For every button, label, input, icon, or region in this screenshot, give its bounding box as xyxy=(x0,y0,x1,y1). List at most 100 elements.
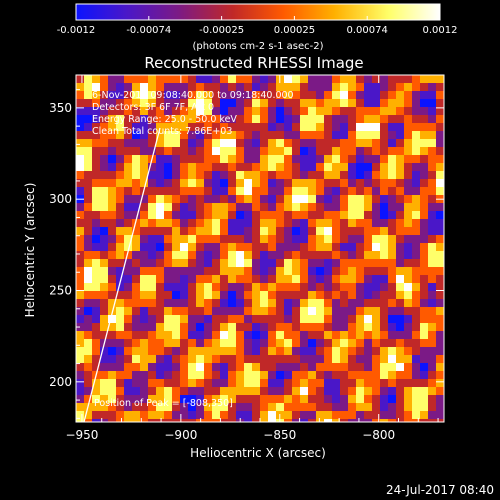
image-pixel xyxy=(180,123,189,132)
image-pixel xyxy=(196,251,205,260)
image-pixel xyxy=(132,123,141,132)
image-pixel xyxy=(84,267,93,276)
image-pixel xyxy=(276,155,285,164)
image-pixel xyxy=(268,91,277,100)
image-pixel xyxy=(236,371,245,380)
image-pixel xyxy=(340,363,349,372)
image-pixel xyxy=(364,83,373,92)
image-pixel xyxy=(388,123,397,132)
image-pixel xyxy=(308,395,317,404)
image-pixel xyxy=(380,219,389,228)
image-pixel xyxy=(428,379,437,388)
image-pixel xyxy=(156,115,165,124)
image-pixel xyxy=(420,403,429,412)
image-pixel xyxy=(332,339,341,348)
image-pixel xyxy=(188,323,197,332)
image-pixel xyxy=(244,395,253,404)
image-pixel xyxy=(236,171,245,180)
image-pixel xyxy=(76,251,85,260)
image-pixel xyxy=(316,147,325,156)
image-pixel xyxy=(132,299,141,308)
image-pixel xyxy=(100,355,109,364)
image-pixel xyxy=(284,251,293,260)
image-pixel xyxy=(252,331,261,340)
image-pixel xyxy=(92,379,101,388)
image-pixel xyxy=(124,131,133,140)
image-pixel xyxy=(148,403,157,412)
image-pixel xyxy=(420,299,429,308)
image-pixel xyxy=(348,251,357,260)
image-pixel xyxy=(316,131,325,140)
image-pixel xyxy=(348,339,357,348)
image-pixel xyxy=(244,163,253,172)
image-pixel xyxy=(340,211,349,220)
image-pixel xyxy=(404,339,413,348)
image-pixel xyxy=(228,275,237,284)
image-pixel xyxy=(324,203,333,212)
image-pixel xyxy=(300,411,309,420)
image-pixel xyxy=(116,395,125,404)
image-pixel xyxy=(372,283,381,292)
image-pixel xyxy=(396,307,405,316)
image-pixel xyxy=(404,275,413,284)
image-pixel xyxy=(300,339,309,348)
image-pixel xyxy=(412,211,421,220)
image-pixel xyxy=(324,219,333,228)
image-pixel xyxy=(364,323,373,332)
image-pixel xyxy=(284,107,293,116)
image-pixel xyxy=(196,147,205,156)
image-pixel xyxy=(324,115,333,124)
image-pixel xyxy=(124,115,133,124)
image-pixel xyxy=(404,219,413,228)
image-pixel xyxy=(388,419,397,422)
image-pixel xyxy=(196,123,205,132)
image-pixel xyxy=(76,347,85,356)
image-pixel xyxy=(180,203,189,212)
image-pixel xyxy=(364,163,373,172)
image-pixel xyxy=(92,395,101,404)
image-pixel xyxy=(276,299,285,308)
image-pixel xyxy=(212,411,221,420)
image-pixel xyxy=(172,387,181,396)
image-pixel xyxy=(308,179,317,188)
image-pixel xyxy=(308,203,317,212)
image-pixel xyxy=(84,203,93,212)
image-pixel xyxy=(300,299,309,308)
image-pixel xyxy=(76,275,85,284)
image-pixel xyxy=(228,315,237,324)
image-pixel xyxy=(364,355,373,364)
image-pixel xyxy=(140,299,149,308)
image-pixel xyxy=(268,219,277,228)
image-pixel xyxy=(356,315,365,324)
image-pixel xyxy=(428,163,437,172)
image-pixel xyxy=(276,315,285,324)
image-pixel xyxy=(156,275,165,284)
image-pixel xyxy=(76,267,85,276)
image-pixel xyxy=(116,91,125,100)
image-pixel xyxy=(420,179,429,188)
image-pixel xyxy=(220,211,229,220)
image-pixel xyxy=(108,123,117,132)
image-pixel xyxy=(140,195,149,204)
image-pixel xyxy=(204,363,213,372)
image-pixel xyxy=(340,299,349,308)
image-pixel xyxy=(404,179,413,188)
image-pixel xyxy=(244,139,253,148)
image-pixel xyxy=(244,203,253,212)
image-pixel xyxy=(284,347,293,356)
image-pixel xyxy=(332,411,341,420)
image-pixel xyxy=(196,203,205,212)
image-pixel xyxy=(356,259,365,268)
image-pixel xyxy=(148,355,157,364)
image-pixel xyxy=(252,379,261,388)
image-pixel xyxy=(300,355,309,364)
image-pixel xyxy=(124,219,133,228)
image-pixel xyxy=(428,195,437,204)
image-pixel xyxy=(228,347,237,356)
image-pixel xyxy=(404,411,413,420)
image-pixel xyxy=(292,395,301,404)
image-pixel xyxy=(220,227,229,236)
image-pixel xyxy=(156,259,165,268)
image-pixel xyxy=(212,99,221,108)
image-pixel xyxy=(276,339,285,348)
